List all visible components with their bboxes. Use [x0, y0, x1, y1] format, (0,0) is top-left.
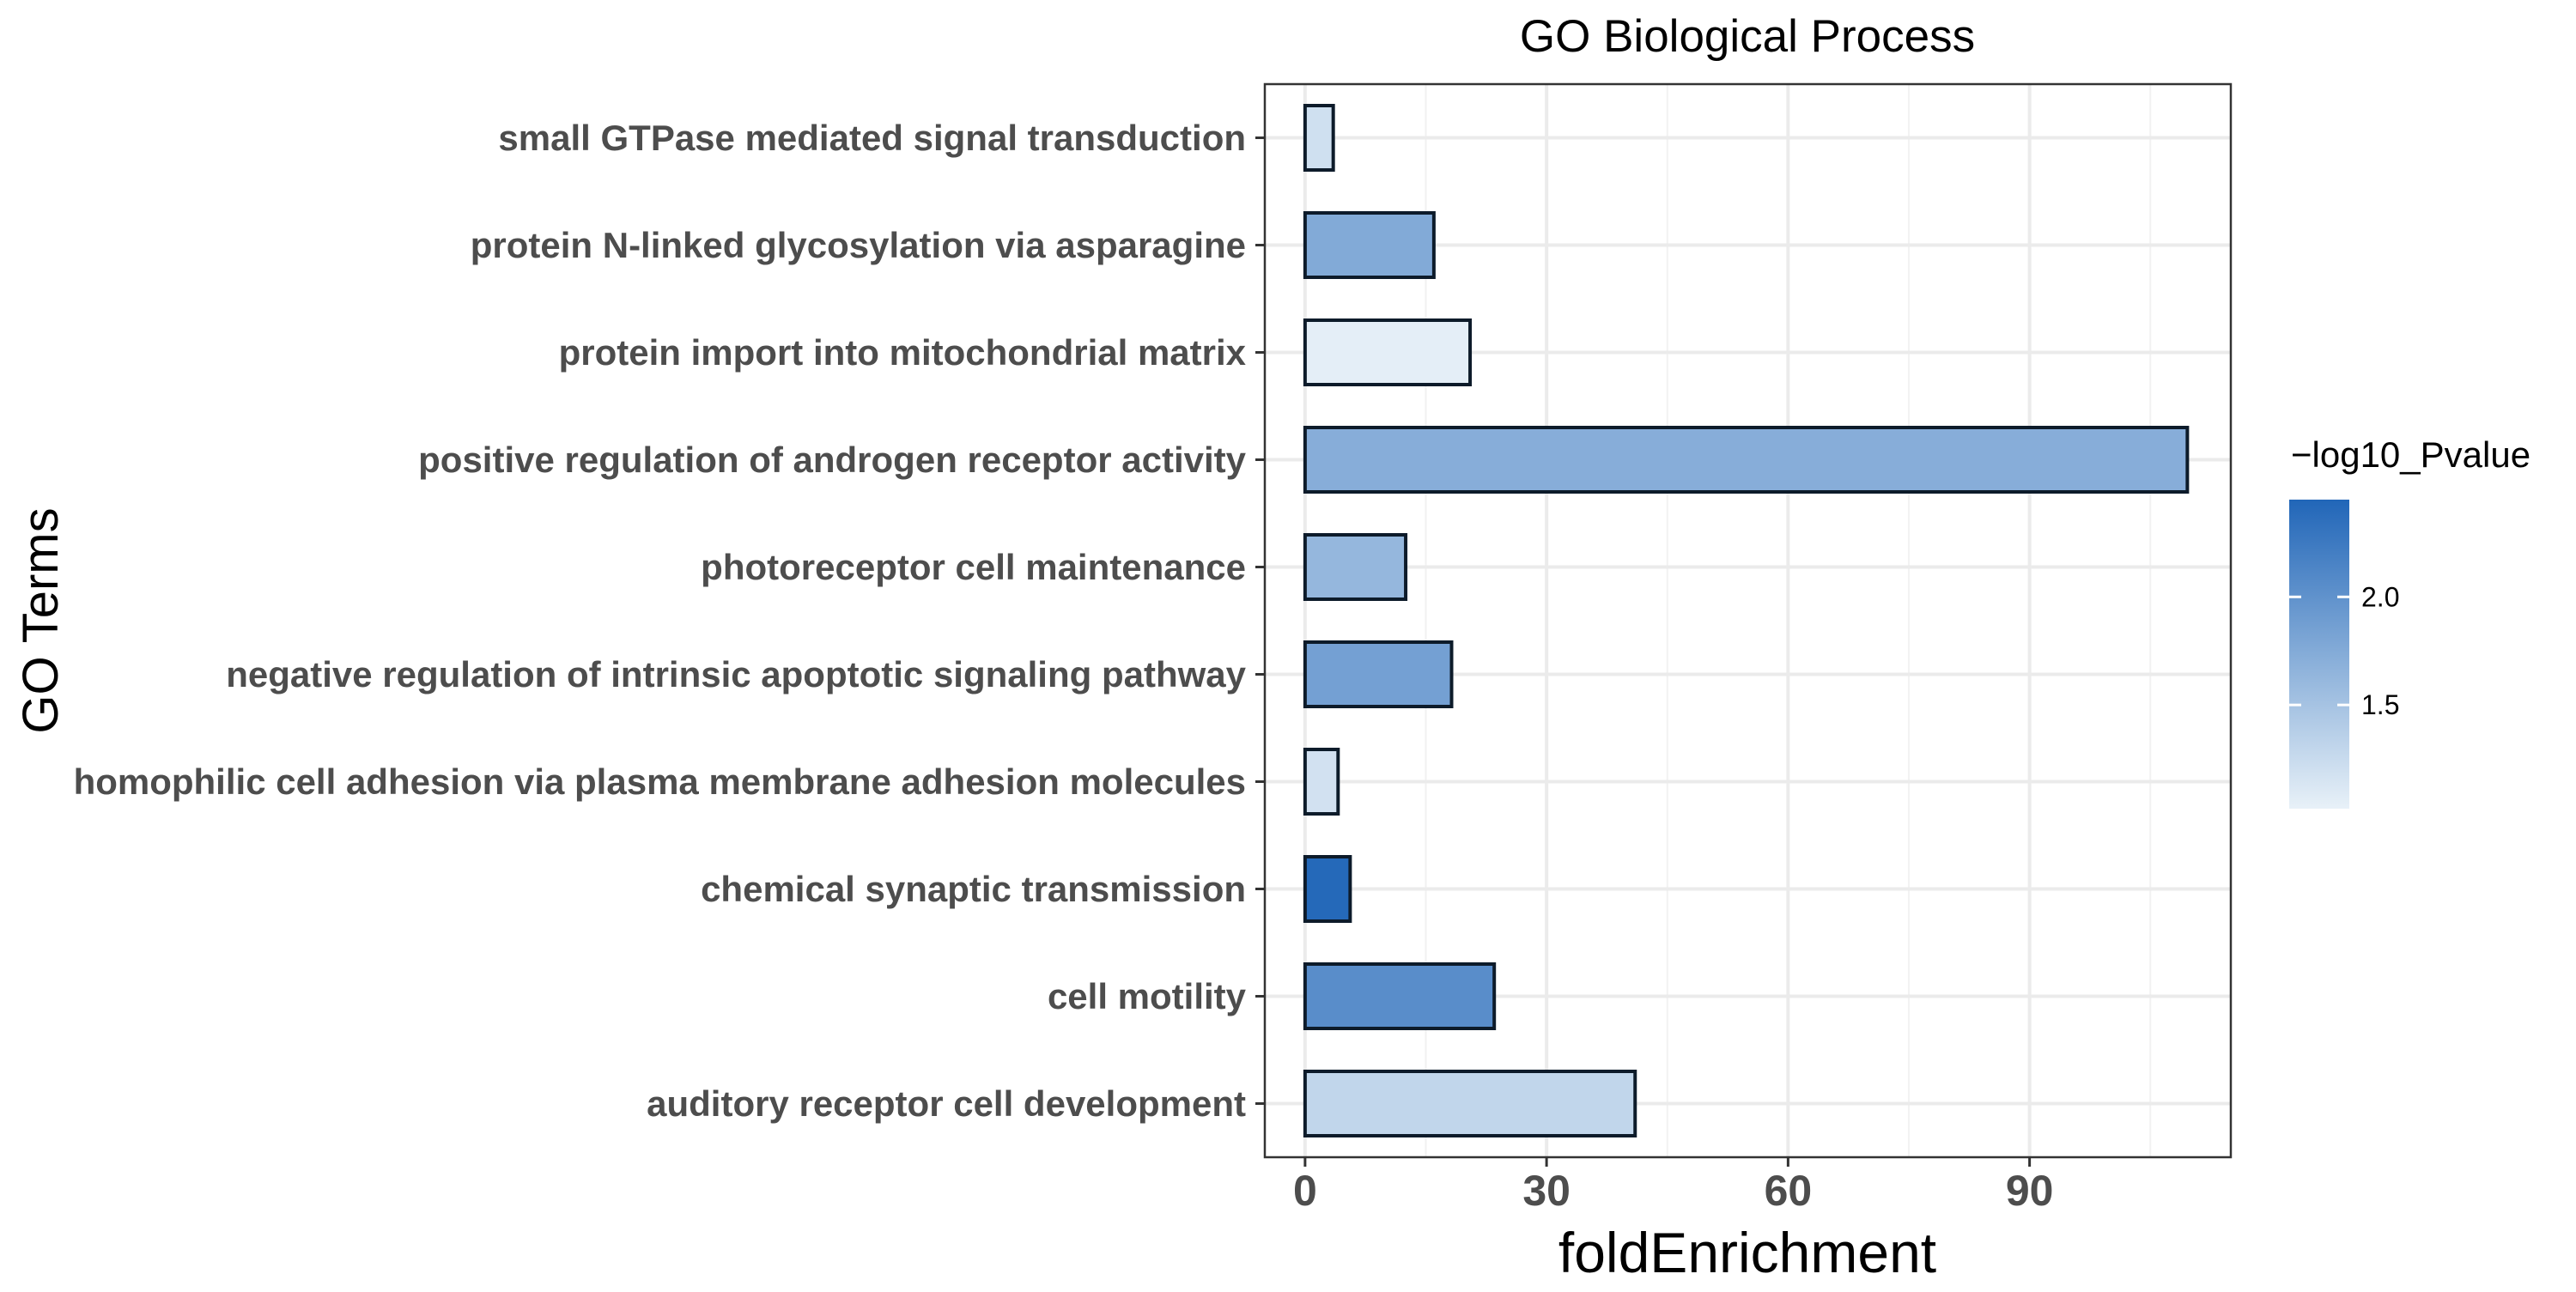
x-tick-label: 90 — [2006, 1167, 2054, 1215]
bar — [1303, 855, 1352, 923]
bar — [1303, 962, 1497, 1030]
category-label: homophilic cell adhesion via plasma memb… — [74, 761, 1246, 802]
plot-border — [1263, 82, 2233, 1159]
chart-title: GO Biological Process — [1520, 11, 1975, 62]
category-label: auditory receptor cell development — [647, 1083, 1246, 1124]
category-label: positive regulation of androgen receptor… — [418, 440, 1246, 480]
x-axis-title: foldEnrichment — [1558, 1221, 1936, 1284]
category-label-layer: small GTPase mediated signal transductio… — [74, 118, 1265, 1124]
x-tick-label: 0 — [1293, 1167, 1317, 1215]
bar — [1303, 426, 2190, 494]
grid-layer — [1265, 84, 2231, 1157]
bar — [1303, 211, 1436, 279]
category-label: photoreceptor cell maintenance — [701, 547, 1246, 587]
bar-layer — [1303, 104, 2190, 1137]
x-tick-label: 60 — [1765, 1167, 1813, 1215]
category-label: negative regulation of intrinsic apoptot… — [226, 654, 1246, 695]
bar — [1303, 748, 1340, 816]
legend-colorbar — [2289, 500, 2349, 809]
category-label: small GTPase mediated signal transductio… — [498, 118, 1246, 158]
legend-tick-layer: 1.5 2.0 — [2289, 581, 2399, 720]
color-legend: −log10_Pvalue 1.5 2.0 — [2289, 434, 2530, 809]
bar — [1303, 1070, 1637, 1137]
legend-tick-label: 2.0 — [2361, 581, 2399, 612]
category-label: chemical synaptic transmission — [701, 869, 1246, 909]
bar — [1303, 104, 1335, 172]
x-tick-label: 30 — [1522, 1167, 1571, 1215]
bar — [1303, 318, 1473, 386]
bar — [1303, 640, 1454, 708]
legend-title: −log10_Pvalue — [2291, 434, 2530, 475]
y-axis-title: GO Terms — [13, 507, 69, 733]
x-tick-layer: 0 30 60 90 — [1293, 1157, 2053, 1215]
legend-tick-label: 1.5 — [2361, 689, 2399, 720]
category-label: cell motility — [1048, 976, 1247, 1016]
category-label: protein N-linked glycosylation via aspar… — [471, 225, 1246, 265]
category-label: protein import into mitochondrial matrix — [559, 332, 1247, 373]
bar — [1303, 533, 1408, 601]
